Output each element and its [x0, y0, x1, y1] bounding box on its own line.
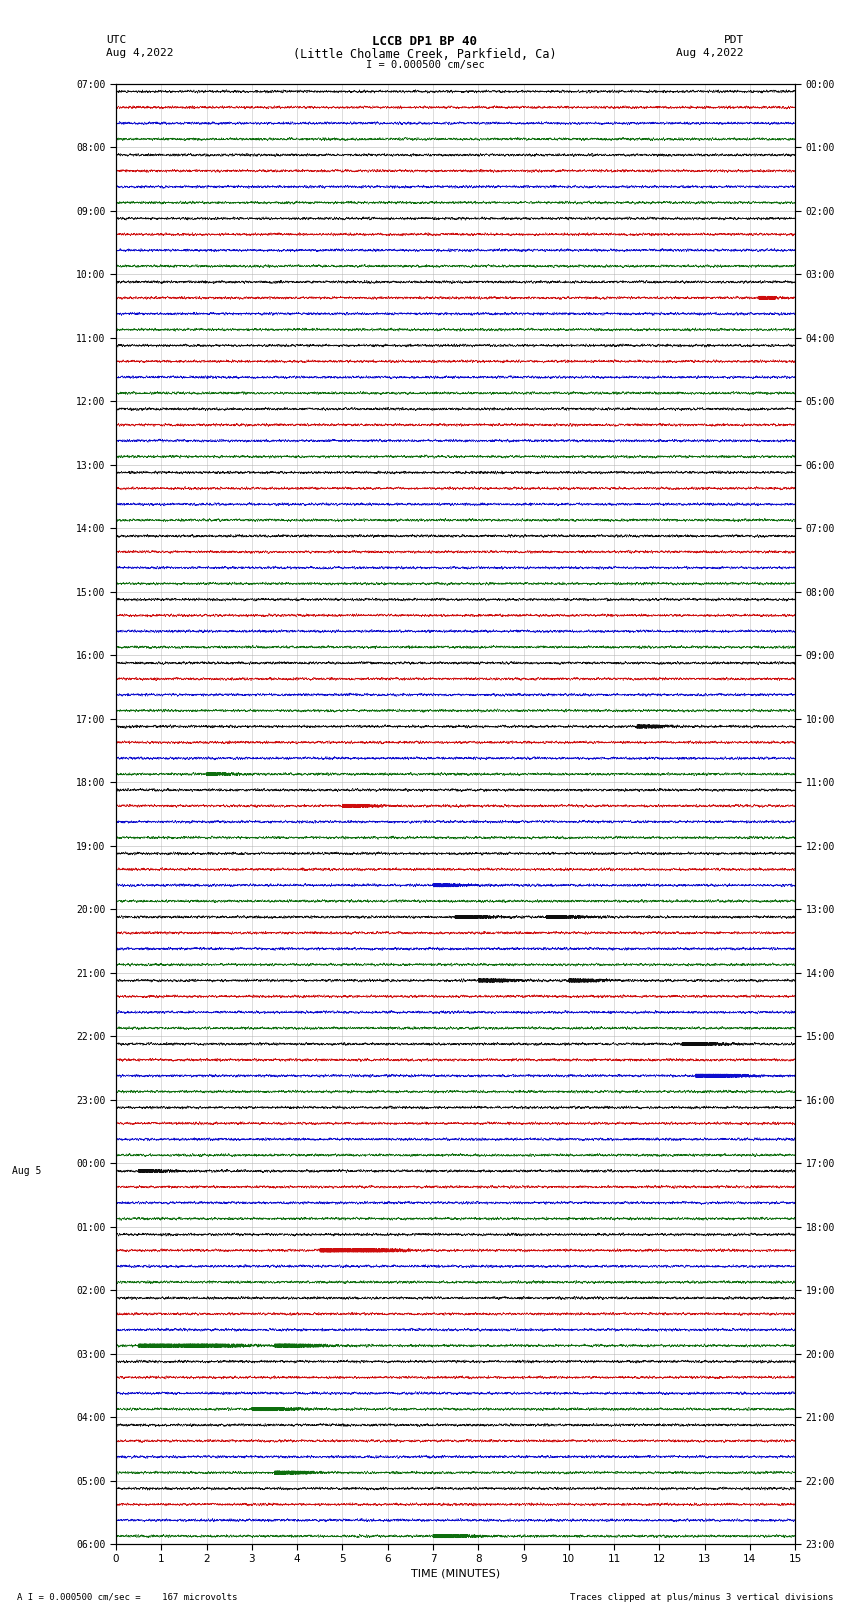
X-axis label: TIME (MINUTES): TIME (MINUTES) [411, 1569, 500, 1579]
Text: LCCB DP1 BP 40: LCCB DP1 BP 40 [372, 35, 478, 48]
Text: PDT: PDT [723, 35, 744, 45]
Text: Aug 4,2022: Aug 4,2022 [106, 48, 173, 58]
Text: (Little Cholame Creek, Parkfield, Ca): (Little Cholame Creek, Parkfield, Ca) [293, 48, 557, 61]
Text: I = 0.000500 cm/sec: I = 0.000500 cm/sec [366, 60, 484, 69]
Text: UTC: UTC [106, 35, 127, 45]
Text: Aug 4,2022: Aug 4,2022 [677, 48, 744, 58]
Text: A I = 0.000500 cm/sec =    167 microvolts: A I = 0.000500 cm/sec = 167 microvolts [17, 1592, 237, 1602]
Text: Traces clipped at plus/minus 3 vertical divisions: Traces clipped at plus/minus 3 vertical … [570, 1592, 833, 1602]
Text: Aug 5: Aug 5 [12, 1166, 42, 1176]
